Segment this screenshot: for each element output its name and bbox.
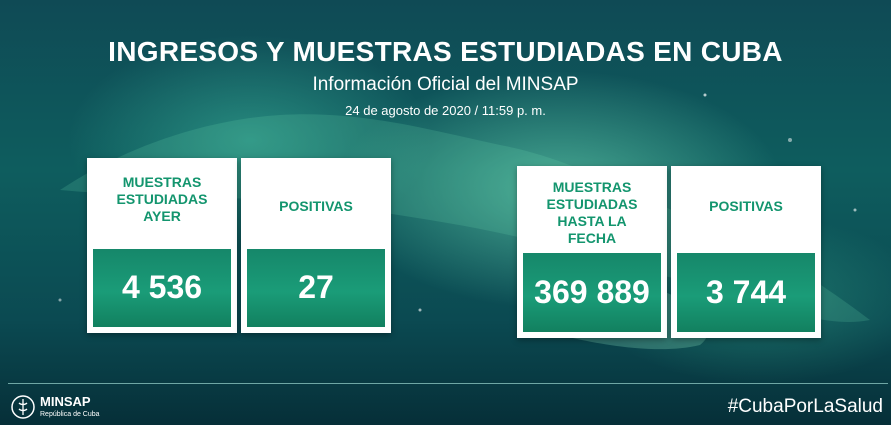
minsap-emblem-icon xyxy=(11,395,35,419)
card-value: 369 889 xyxy=(534,274,650,310)
stat-card-positives-yesterday: POSITIVAS 27 xyxy=(241,158,391,333)
report-date: 24 de agosto de 2020 / 11:59 p. m. xyxy=(345,103,546,118)
card-label: MUESTRAS ESTUDIADAS HASTA LA FECHA xyxy=(546,179,638,246)
card-value-box: 4 536 xyxy=(90,246,234,330)
card-label: POSITIVAS xyxy=(709,198,783,214)
page-subtitle: Información Oficial del MINSAP xyxy=(312,74,579,95)
card-value: 27 xyxy=(298,269,334,305)
card-value: 3 744 xyxy=(705,274,787,310)
footer-divider xyxy=(8,383,888,384)
card-value-box: 27 xyxy=(244,246,388,330)
card-value: 4 536 xyxy=(121,269,203,305)
card-value-box: 3 744 xyxy=(674,250,818,335)
logo-name: MINSAP xyxy=(40,394,91,409)
hashtag: #CubaPorLaSalud xyxy=(727,396,883,417)
stat-card-samples-yesterday: MUESTRAS ESTUDIADAS AYER 4 536 xyxy=(87,158,237,333)
card-label: MUESTRAS ESTUDIADAS AYER xyxy=(116,174,208,224)
stat-card-samples-to-date: MUESTRAS ESTUDIADAS HASTA LA FECHA 369 8… xyxy=(517,166,667,338)
card-value-box: 369 889 xyxy=(520,250,664,335)
stat-card-positives-to-date: POSITIVAS 3 744 xyxy=(671,166,821,338)
logo-subtitle: República de Cuba xyxy=(40,411,100,418)
page-title: INGRESOS Y MUESTRAS ESTUDIADAS EN CUBA xyxy=(108,36,783,67)
card-label: POSITIVAS xyxy=(279,198,353,214)
